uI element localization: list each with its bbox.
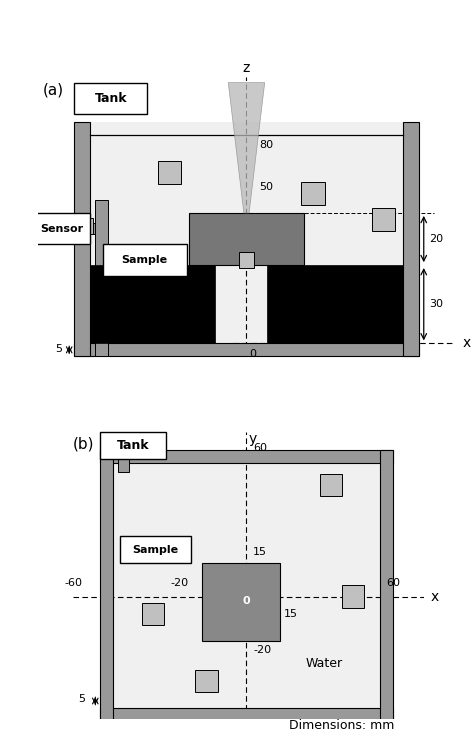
Bar (95, 200, 108, 356)
Bar (372, 207, 395, 231)
Text: Sensor: Sensor (40, 224, 83, 233)
Bar (113, 463, 380, 708)
Text: 30: 30 (429, 299, 443, 309)
Text: 20: 20 (429, 234, 443, 244)
Bar (33, 213, 90, 245)
Text: Water: Water (306, 657, 343, 670)
Text: 15: 15 (284, 609, 298, 619)
Bar (100, 432, 166, 459)
Text: 0: 0 (249, 348, 256, 359)
Bar (74, 82, 147, 114)
Bar (74, 122, 90, 356)
Bar (301, 182, 325, 205)
Bar (90, 265, 215, 343)
Bar (142, 603, 164, 625)
Text: Sample: Sample (132, 545, 178, 555)
Bar (100, 450, 393, 463)
Text: x: x (431, 590, 439, 603)
Text: Tank: Tank (117, 439, 149, 452)
Text: Tank: Tank (95, 92, 127, 104)
Bar (38, 223, 95, 234)
Bar (100, 708, 393, 721)
Bar (103, 245, 186, 276)
Bar (158, 161, 181, 185)
Text: 5: 5 (79, 694, 85, 704)
Text: 5: 5 (55, 344, 62, 353)
Text: 15: 15 (253, 547, 267, 557)
Bar (100, 450, 113, 721)
Bar (320, 474, 342, 496)
Text: 60: 60 (253, 442, 267, 453)
Text: (a): (a) (43, 82, 64, 98)
Bar (267, 265, 403, 343)
Bar (195, 670, 218, 692)
Text: z: z (243, 61, 250, 75)
Text: -60: -60 (64, 578, 82, 588)
Bar (74, 343, 419, 356)
Bar (202, 563, 280, 641)
Bar (342, 585, 365, 608)
Text: y: y (249, 432, 257, 446)
Bar (189, 213, 304, 265)
Text: 50: 50 (259, 182, 273, 192)
Text: -20: -20 (171, 578, 189, 588)
Text: 60: 60 (386, 578, 401, 588)
Text: Dimensions: mm: Dimensions: mm (289, 719, 394, 732)
Bar (118, 436, 128, 472)
Text: Sample: Sample (122, 255, 168, 265)
Text: x: x (463, 336, 471, 350)
Bar (120, 536, 191, 563)
Bar (380, 450, 393, 721)
Bar (403, 122, 419, 356)
Text: 80: 80 (259, 140, 273, 150)
Text: 0: 0 (243, 596, 250, 606)
Polygon shape (228, 82, 264, 213)
Bar (90, 122, 403, 343)
Bar (238, 252, 254, 268)
Text: (b): (b) (73, 436, 95, 451)
Text: -20: -20 (253, 645, 271, 655)
Bar (77, 218, 92, 234)
